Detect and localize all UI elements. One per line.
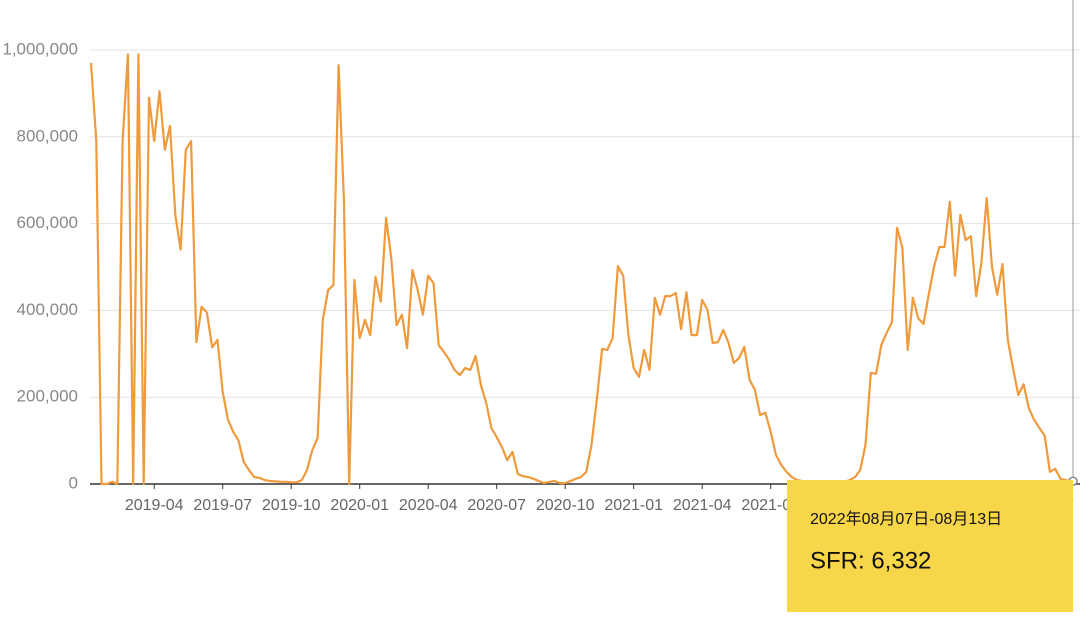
y-tick-label: 400,000 xyxy=(17,300,78,319)
x-tick-label: 2020-01 xyxy=(330,497,389,514)
x-tick-label: 2019-10 xyxy=(262,497,321,514)
y-tick-label: 200,000 xyxy=(17,387,78,406)
series-line xyxy=(89,53,1072,486)
x-tick-label: 2021-01 xyxy=(604,497,663,514)
y-tick-label: 800,000 xyxy=(17,126,78,145)
tooltip-box xyxy=(787,480,1073,612)
tooltip-value: SFR: 6,332 xyxy=(810,547,931,574)
x-tick-label: 2021-07 xyxy=(741,497,800,514)
y-tick-label: 1,000,000 xyxy=(2,39,78,58)
x-tick-label: 2020-07 xyxy=(467,497,526,514)
x-tick-label: 2019-07 xyxy=(193,497,252,514)
tooltip: 2022年08月07日-08月13日 SFR: 6,332 xyxy=(787,480,1073,612)
x-tick-label: 2019-04 xyxy=(125,497,184,514)
x-tick-label: 2020-10 xyxy=(536,497,595,514)
y-tick-label: 600,000 xyxy=(17,213,78,232)
x-tick-label: 2020-04 xyxy=(399,497,458,514)
tooltip-title: 2022年08月07日-08月13日 xyxy=(810,510,1002,528)
y-tick-label: 0 xyxy=(69,473,78,492)
x-tick-label: 2021-04 xyxy=(673,497,732,514)
